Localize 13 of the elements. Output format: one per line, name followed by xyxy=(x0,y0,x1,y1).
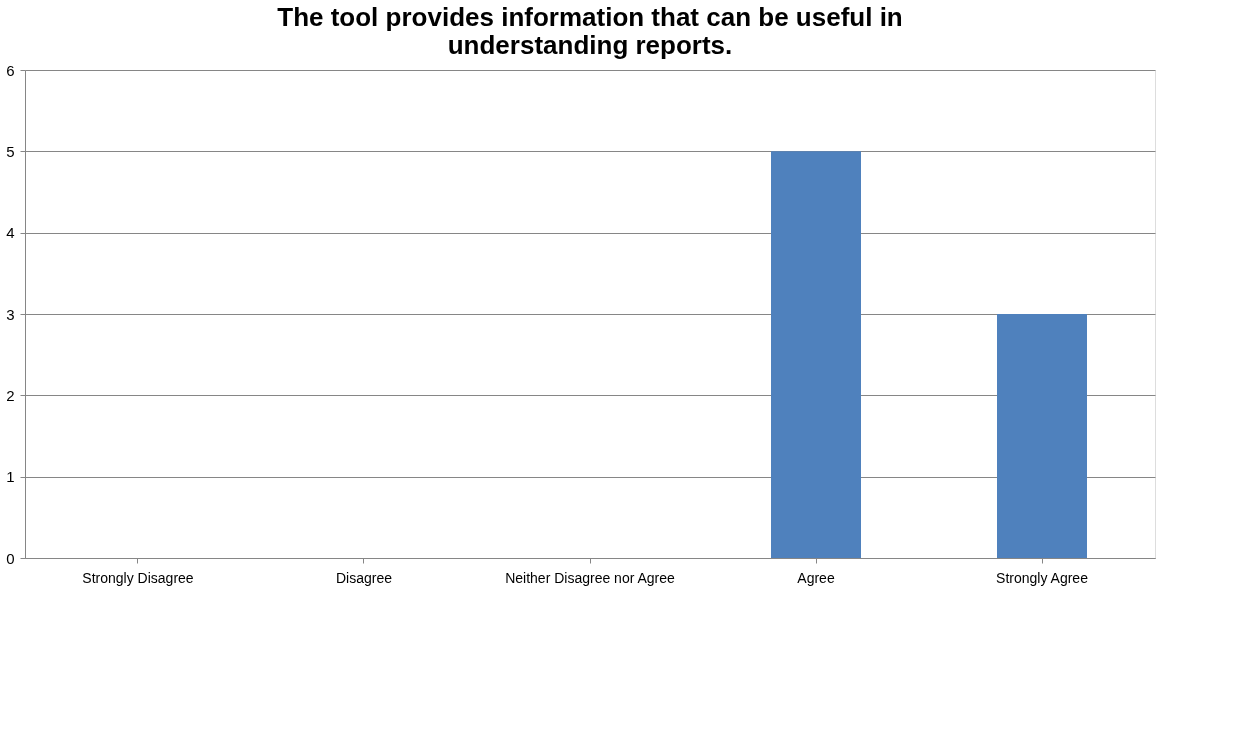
y-tick-label: 2 xyxy=(6,386,15,404)
y-tick-label: 4 xyxy=(6,224,15,242)
x-tick-label: Strongly Disagree xyxy=(82,569,194,586)
y-tick-label: 0 xyxy=(6,549,15,567)
y-tick-label: 5 xyxy=(6,142,15,160)
y-tick-label: 1 xyxy=(6,468,15,486)
x-tick-label: Agree xyxy=(797,569,835,586)
y-tick-label: 6 xyxy=(6,61,15,79)
x-tick-label: Strongly Agree xyxy=(996,569,1089,586)
y-tick-label: 3 xyxy=(6,305,15,323)
chart-title: The tool provides information that can be useful in understanding reports. xyxy=(277,2,903,60)
x-tick-label: Neither Disagree nor Agree xyxy=(505,569,676,586)
x-tick-label: Disagree xyxy=(335,569,393,586)
